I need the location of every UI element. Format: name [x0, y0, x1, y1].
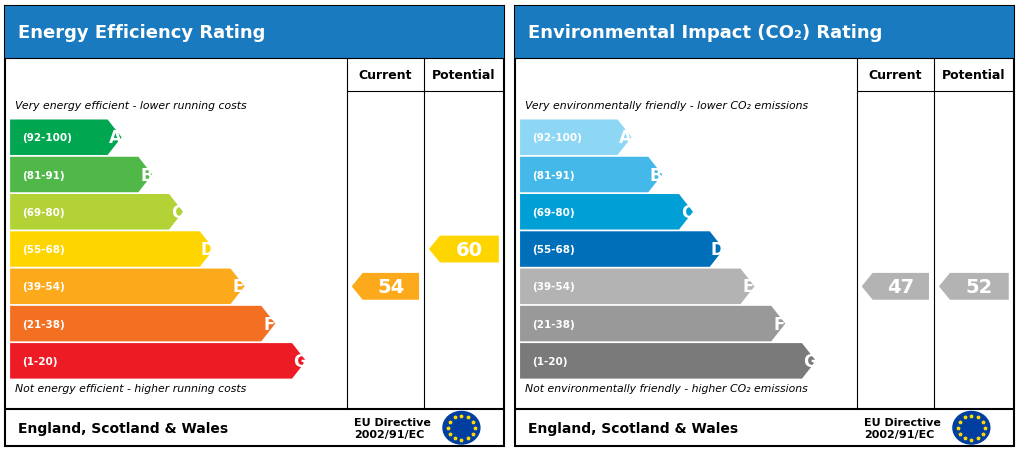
Text: C: C — [681, 203, 693, 221]
Polygon shape — [10, 269, 245, 304]
Polygon shape — [10, 157, 153, 193]
Text: EU Directive
2002/91/EC: EU Directive 2002/91/EC — [864, 417, 941, 438]
Text: (81-91): (81-91) — [532, 170, 575, 180]
Text: (1-20): (1-20) — [23, 356, 58, 366]
Text: D: D — [711, 240, 725, 258]
Text: (39-54): (39-54) — [532, 282, 575, 292]
Text: Very energy efficient - lower running costs: Very energy efficient - lower running co… — [15, 101, 247, 111]
Bar — [5, 7, 504, 59]
Polygon shape — [520, 120, 632, 156]
Text: D: D — [201, 240, 215, 258]
Bar — [515, 7, 1014, 59]
Polygon shape — [10, 194, 183, 230]
Text: G: G — [803, 352, 817, 370]
Polygon shape — [10, 232, 214, 267]
Text: 47: 47 — [887, 277, 914, 296]
Polygon shape — [10, 306, 275, 341]
Text: (1-20): (1-20) — [532, 356, 568, 366]
Text: 52: 52 — [966, 277, 993, 296]
Text: EU Directive
2002/91/EC: EU Directive 2002/91/EC — [354, 417, 431, 438]
Text: (39-54): (39-54) — [23, 282, 66, 292]
Text: England, Scotland & Wales: England, Scotland & Wales — [17, 421, 227, 435]
Text: Environmental Impact (CO₂) Rating: Environmental Impact (CO₂) Rating — [527, 24, 882, 41]
Text: Current: Current — [358, 69, 412, 82]
Text: (55-68): (55-68) — [23, 244, 66, 254]
Polygon shape — [520, 194, 693, 230]
Text: Potential: Potential — [432, 69, 496, 82]
Polygon shape — [429, 236, 499, 263]
Text: Very environmentally friendly - lower CO₂ emissions: Very environmentally friendly - lower CO… — [525, 101, 808, 111]
Text: Not energy efficient - higher running costs: Not energy efficient - higher running co… — [15, 383, 247, 393]
Text: Energy Efficiency Rating: Energy Efficiency Rating — [17, 24, 265, 41]
Polygon shape — [10, 120, 122, 156]
Text: (92-100): (92-100) — [23, 133, 73, 143]
Text: 54: 54 — [377, 277, 404, 296]
Text: (21-38): (21-38) — [23, 319, 66, 329]
Text: A: A — [110, 129, 122, 147]
Text: (92-100): (92-100) — [532, 133, 583, 143]
Polygon shape — [520, 343, 816, 379]
Text: B: B — [140, 166, 153, 184]
Text: England, Scotland & Wales: England, Scotland & Wales — [527, 421, 737, 435]
Polygon shape — [351, 273, 419, 300]
Polygon shape — [520, 306, 785, 341]
Text: Not environmentally friendly - higher CO₂ emissions: Not environmentally friendly - higher CO… — [525, 383, 808, 393]
Text: (69-80): (69-80) — [23, 207, 66, 217]
Text: C: C — [171, 203, 183, 221]
Text: F: F — [263, 315, 275, 333]
Text: 60: 60 — [456, 240, 483, 259]
Polygon shape — [939, 273, 1009, 300]
Text: E: E — [742, 278, 755, 296]
Text: A: A — [620, 129, 632, 147]
Circle shape — [443, 411, 480, 444]
Text: Current: Current — [868, 69, 922, 82]
Polygon shape — [520, 269, 755, 304]
Text: E: E — [232, 278, 245, 296]
Polygon shape — [10, 343, 306, 379]
Polygon shape — [520, 232, 724, 267]
Text: (21-38): (21-38) — [532, 319, 575, 329]
Text: (69-80): (69-80) — [532, 207, 575, 217]
Text: Potential: Potential — [942, 69, 1006, 82]
Text: (55-68): (55-68) — [532, 244, 575, 254]
Polygon shape — [861, 273, 929, 300]
Text: (81-91): (81-91) — [23, 170, 66, 180]
Polygon shape — [520, 157, 663, 193]
Text: B: B — [650, 166, 663, 184]
Text: G: G — [293, 352, 307, 370]
Circle shape — [953, 411, 990, 444]
Text: F: F — [773, 315, 785, 333]
